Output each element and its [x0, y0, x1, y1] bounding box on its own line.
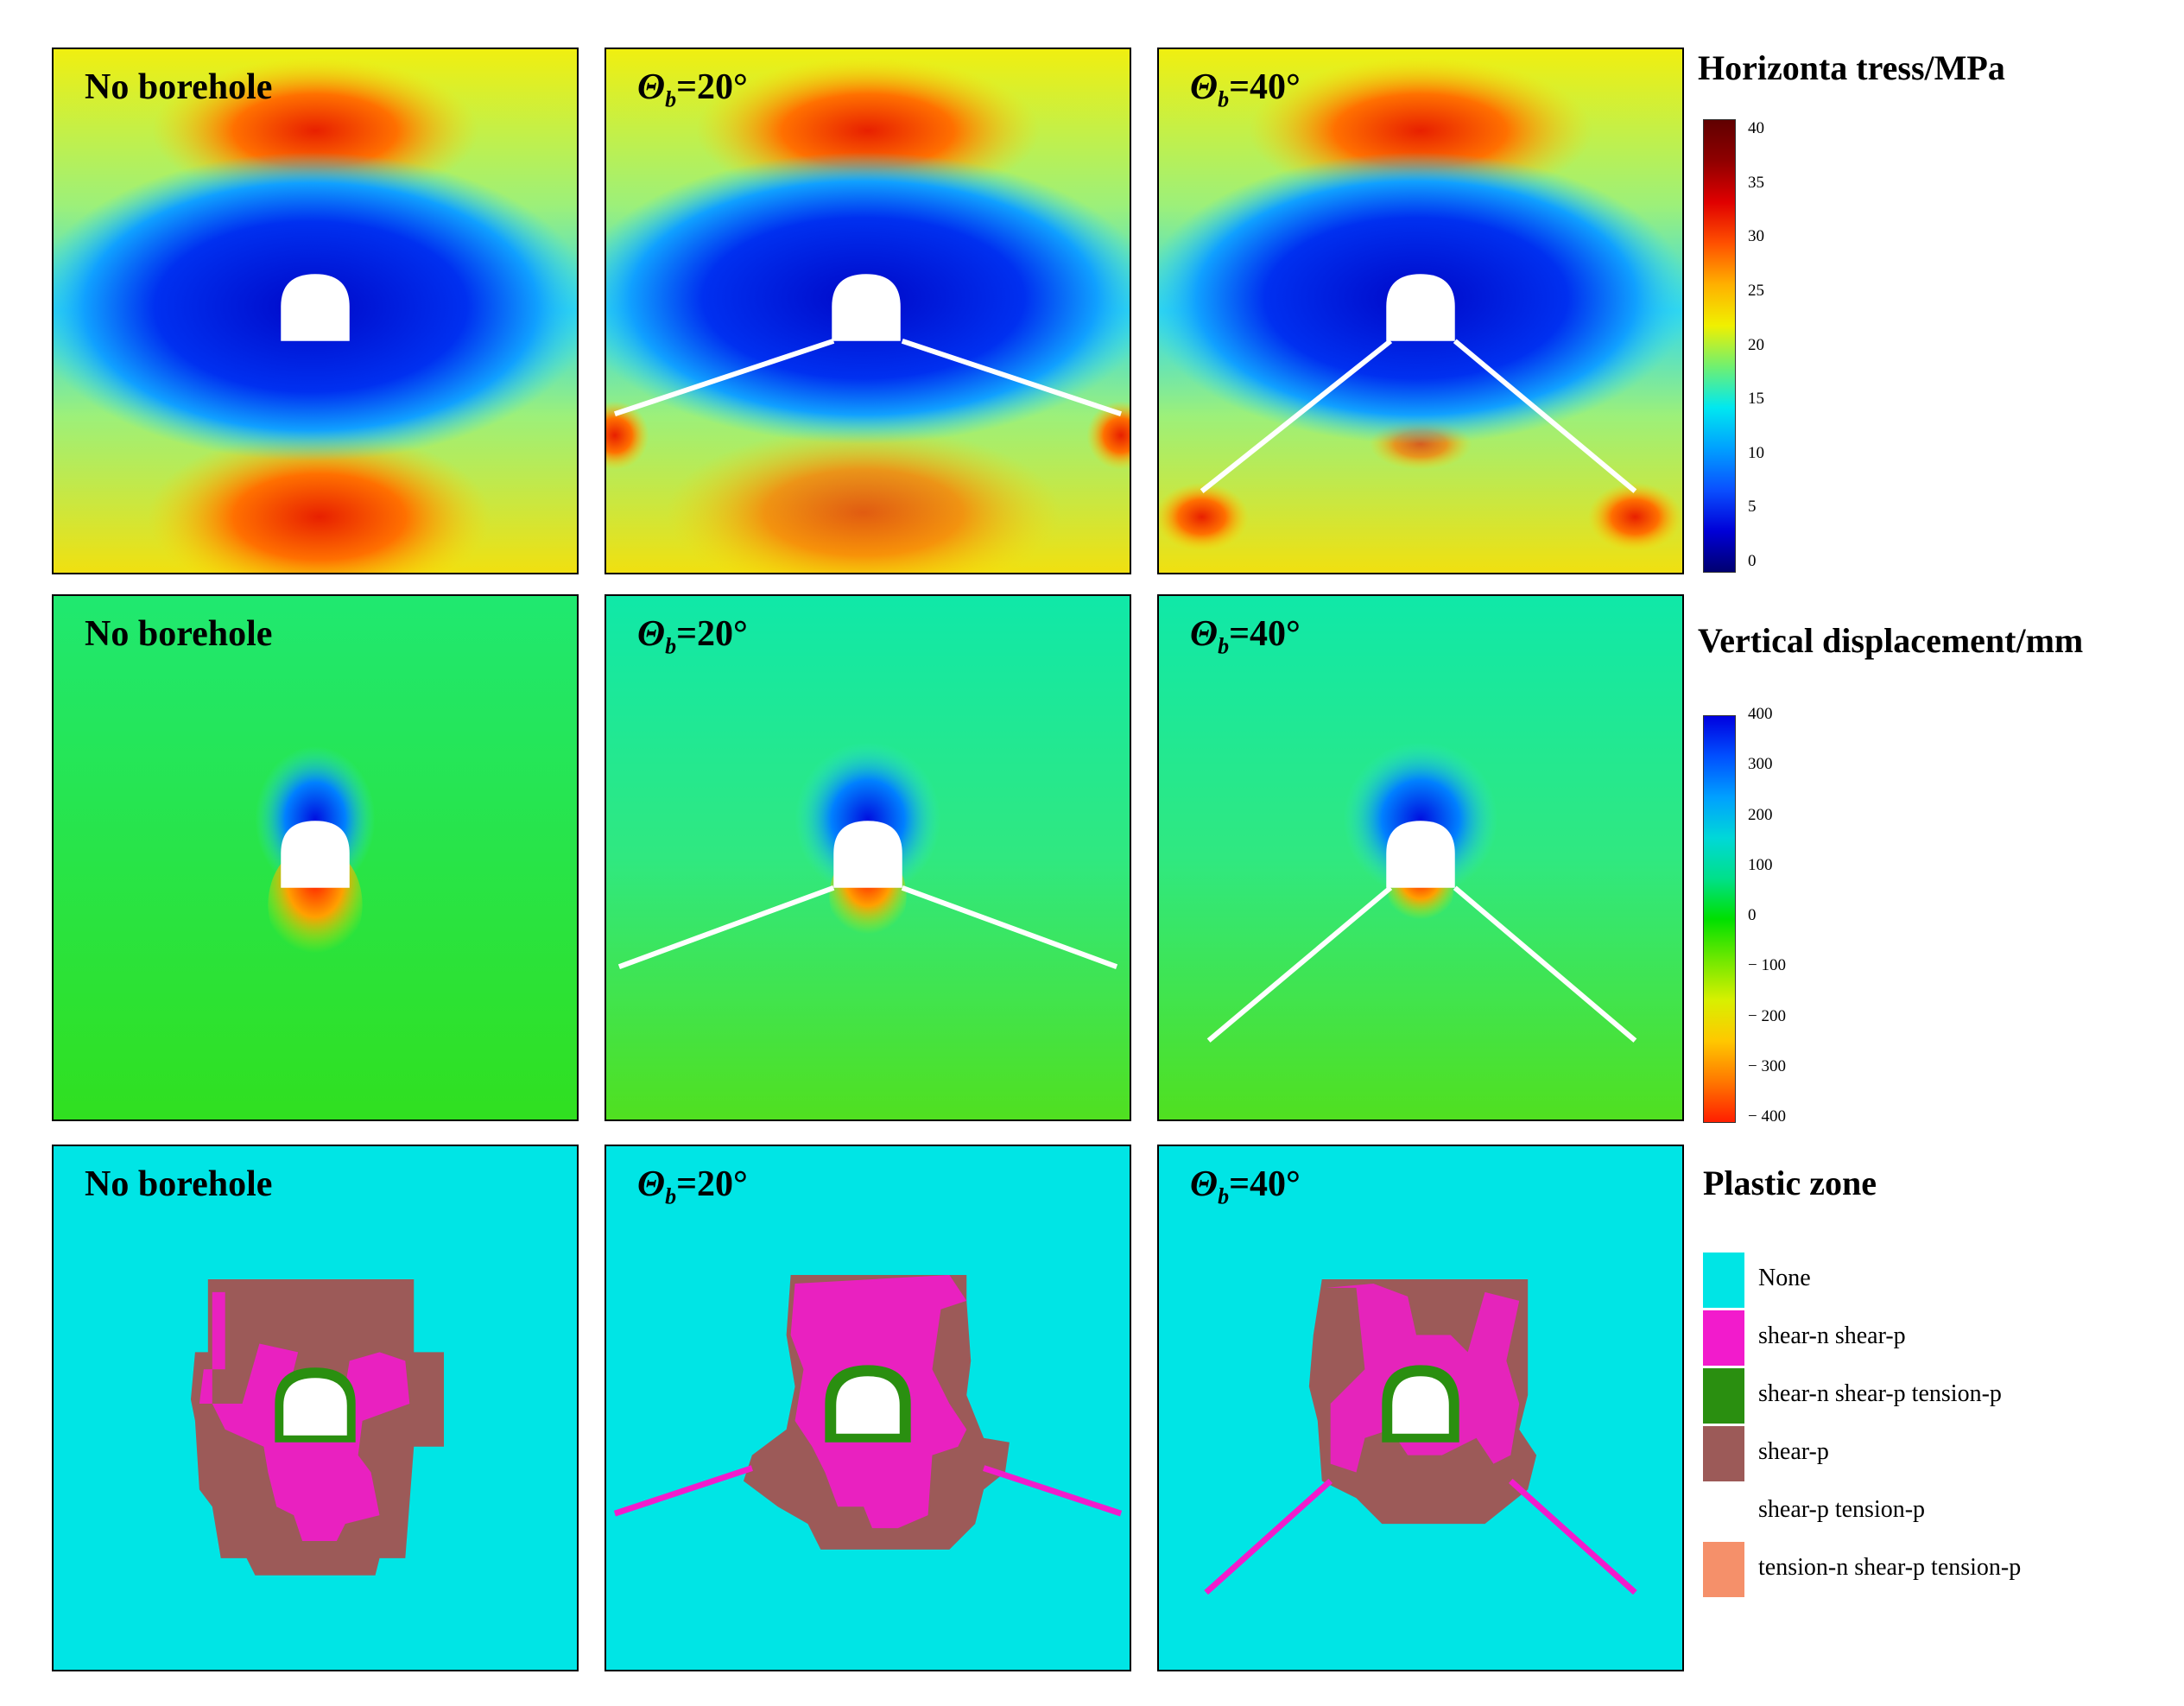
- legend-label: tension-n shear-p tension-p: [1758, 1554, 2022, 1581]
- colorbar-tick-label: 400: [1748, 705, 1773, 723]
- colorbar-tick-label: − 300: [1748, 1056, 1786, 1075]
- plastic-panel-theta-40: Θb=40°: [1157, 1145, 1684, 1671]
- plastic-zone-map: [1159, 1146, 1682, 1670]
- stress-panel-theta-20: Θb=20°: [605, 48, 1131, 574]
- colorbar-tick-label: 300: [1748, 755, 1773, 774]
- legend-swatch: [1703, 1426, 1744, 1481]
- stress-map: [1159, 49, 1682, 573]
- legend-swatch: [1703, 1310, 1744, 1366]
- stress-map: [54, 49, 577, 573]
- stress-legend-title: Horizonta tress/MPa: [1698, 48, 2005, 87]
- colorbar-tick-label: 30: [1748, 227, 1764, 246]
- colorbar-tick-label: 20: [1748, 335, 1764, 354]
- stress-panel-no-borehole: No borehole: [52, 48, 579, 574]
- displacement-map: [54, 596, 577, 1119]
- plastic-panel-no-borehole: No borehole: [52, 1145, 579, 1671]
- displacement-legend-title: Vertical displacement/mm: [1698, 621, 2084, 660]
- colorbar-tick-label: − 400: [1748, 1107, 1786, 1126]
- panel-label: Θb=40°: [1190, 67, 1301, 112]
- panel-label: No borehole: [85, 67, 273, 107]
- panel-label: No borehole: [85, 614, 273, 654]
- plastic-zone-map: [606, 1146, 1130, 1670]
- colorbar-tick-label: − 200: [1748, 1006, 1786, 1025]
- stress-panel-theta-40: Θb=40°: [1157, 48, 1684, 574]
- colorbar-tick-label: 5: [1748, 498, 1757, 517]
- colorbar-tick-label: 35: [1748, 173, 1764, 192]
- panel-label: Θb=40°: [1190, 1164, 1301, 1209]
- legend-label: shear-p tension-p: [1758, 1496, 1926, 1523]
- legend-label: shear-p: [1758, 1438, 1829, 1465]
- legend-swatch: [1703, 1542, 1744, 1597]
- stress-colorbar: [1703, 119, 1736, 573]
- colorbar-tick-label: 15: [1748, 390, 1764, 409]
- legend-label: shear-n shear-p tension-p: [1758, 1380, 2002, 1407]
- plastic-legend-title: Plastic zone: [1703, 1164, 1877, 1202]
- plastic-zone-map: [54, 1146, 577, 1670]
- colorbar-tick-label: 25: [1748, 281, 1764, 300]
- panel-label: No borehole: [85, 1164, 273, 1204]
- displacement-map: [606, 596, 1130, 1119]
- legend-label: shear-n shear-p: [1758, 1322, 1906, 1349]
- legend-swatch: [1703, 1484, 1744, 1539]
- panel-label: Θb=40°: [1190, 614, 1301, 659]
- legend-swatch: [1703, 1253, 1744, 1308]
- displacement-colorbar: [1703, 715, 1736, 1123]
- legend-swatch: [1703, 1368, 1744, 1424]
- colorbar-tick-label: − 100: [1748, 956, 1786, 975]
- colorbar-tick-label: 0: [1748, 906, 1757, 924]
- colorbar-tick-label: 0: [1748, 552, 1757, 570]
- legend-label: None: [1758, 1265, 1811, 1291]
- colorbar-tick-label: 10: [1748, 443, 1764, 462]
- panel-label: Θb=20°: [637, 1164, 748, 1209]
- panel-label: Θb=20°: [637, 614, 748, 659]
- stress-map: [606, 49, 1130, 573]
- displacement-panel-theta-20: Θb=20°: [605, 594, 1131, 1121]
- colorbar-tick-label: 100: [1748, 855, 1773, 874]
- displacement-panel-theta-40: Θb=40°: [1157, 594, 1684, 1121]
- plastic-panel-theta-20: Θb=20°: [605, 1145, 1131, 1671]
- displacement-map: [1159, 596, 1682, 1119]
- panel-label: Θb=20°: [637, 67, 748, 112]
- colorbar-tick-label: 40: [1748, 119, 1764, 137]
- displacement-panel-no-borehole: No borehole: [52, 594, 579, 1121]
- colorbar-tick-label: 200: [1748, 805, 1773, 824]
